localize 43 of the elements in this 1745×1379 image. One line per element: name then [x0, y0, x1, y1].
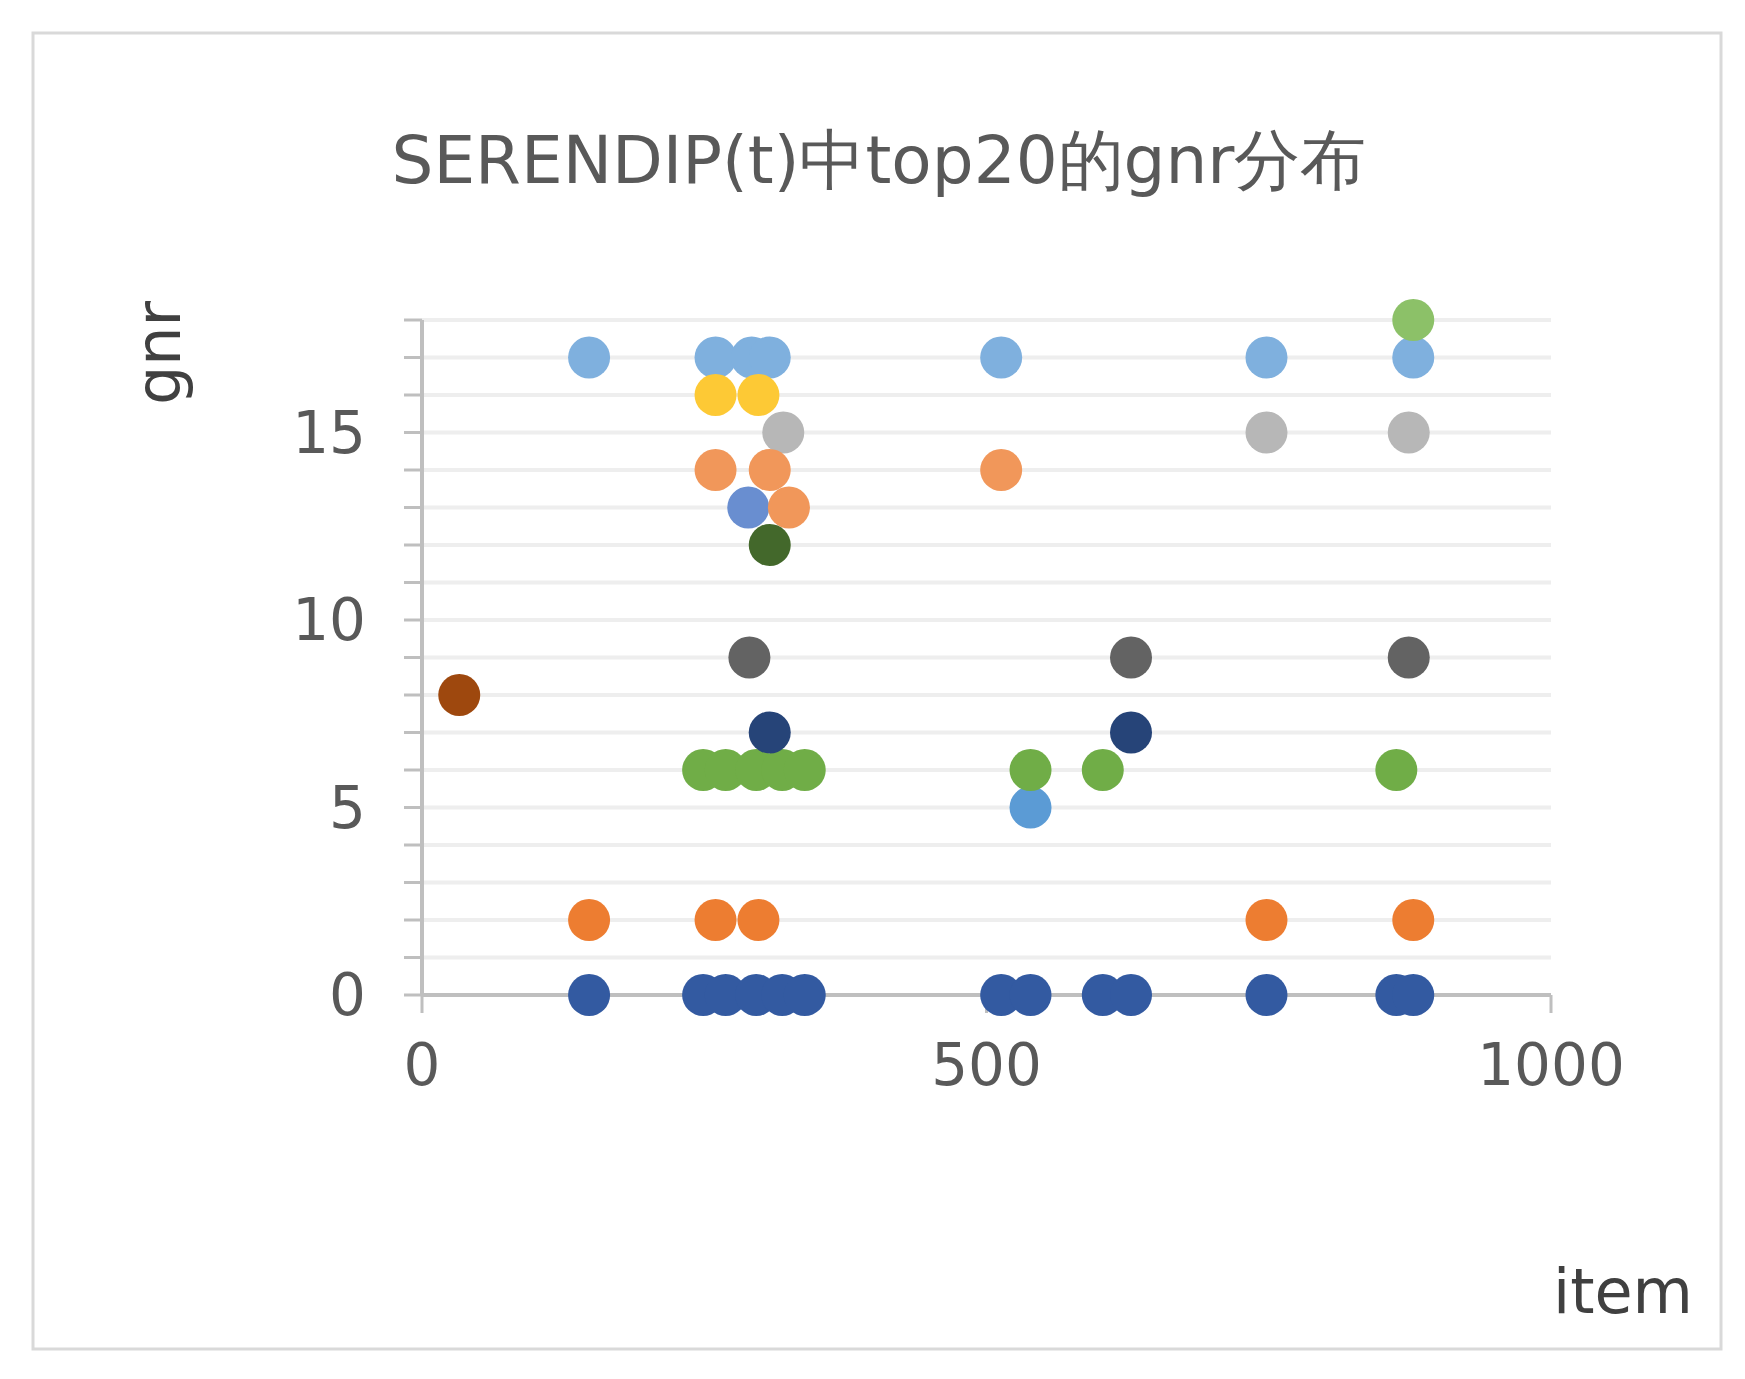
point	[748, 711, 791, 754]
point	[1245, 974, 1288, 1016]
point	[1392, 299, 1435, 341]
point	[762, 411, 805, 454]
point	[980, 449, 1023, 491]
point	[1387, 636, 1430, 679]
y-tick-label: 10	[292, 586, 366, 655]
chart-title: SERENDIP(t)中top20的gnr分布	[391, 122, 1367, 199]
point	[694, 899, 737, 941]
y-tick-label: 0	[329, 961, 366, 1030]
point	[568, 899, 611, 941]
point	[1245, 899, 1288, 941]
point	[737, 374, 780, 416]
x-axis-title: item	[1552, 1255, 1693, 1328]
point	[568, 974, 611, 1016]
point	[748, 449, 791, 491]
y-axis-title: gnr	[122, 300, 195, 406]
point	[1392, 336, 1435, 379]
point	[1387, 411, 1430, 454]
x-tick-label: 500	[931, 1031, 1042, 1099]
y-tick-label: 15	[292, 398, 366, 467]
x-tick-label: 0	[403, 1031, 441, 1099]
point	[1245, 336, 1288, 379]
point	[980, 336, 1023, 379]
point	[694, 374, 737, 416]
point	[727, 486, 770, 529]
point	[568, 336, 611, 379]
point	[438, 674, 481, 716]
point	[1245, 411, 1288, 454]
point	[1110, 711, 1153, 754]
point	[728, 636, 771, 679]
point	[694, 449, 737, 491]
point	[767, 486, 810, 529]
point	[737, 899, 780, 941]
y-tick-label: 5	[329, 773, 366, 842]
point	[1081, 749, 1124, 791]
point	[1375, 749, 1418, 791]
point	[1009, 786, 1052, 829]
point	[748, 524, 791, 566]
point	[1110, 636, 1153, 679]
x-tick-label: 1000	[1477, 1031, 1625, 1099]
point	[1009, 749, 1052, 791]
point	[1392, 899, 1435, 941]
